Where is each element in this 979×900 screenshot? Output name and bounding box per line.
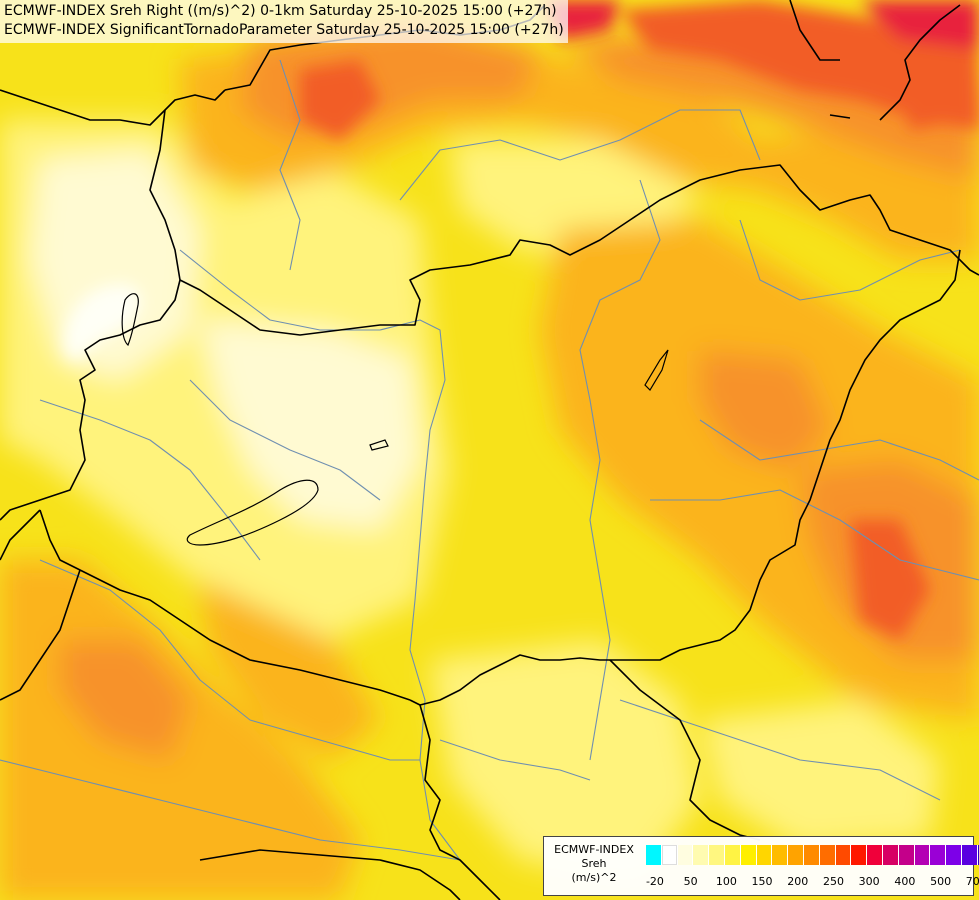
legend-swatch	[930, 845, 947, 865]
border-hungary-croatia	[39, 509, 411, 701]
field-pale-center	[200, 320, 420, 530]
legend-swatch	[882, 845, 899, 865]
legend-swatch	[835, 845, 852, 865]
legend-tick-label: 150	[751, 875, 773, 888]
river-east2	[699, 419, 979, 481]
title-line-sreh: ECMWF-INDEX Sreh Right ((m/s)^2) 0-1km S…	[4, 3, 557, 19]
river-tisza	[579, 179, 661, 761]
river-east3	[650, 489, 979, 581]
legend-label: ECMWF-INDEX Sreh (m/s)^2	[544, 843, 644, 885]
legend-swatch	[724, 845, 741, 865]
field-orange2-east	[700, 350, 830, 470]
river-north1	[279, 59, 301, 271]
field-orange2-southwest	[60, 640, 190, 760]
river-west2	[189, 379, 381, 501]
legend-swatch	[772, 845, 789, 865]
legend-label-unit: (m/s)^2	[571, 871, 617, 884]
border-austria-west	[0, 109, 181, 521]
legend-swatch	[740, 845, 757, 865]
field-red-northeast2	[900, 80, 960, 130]
legend-swatch	[961, 845, 978, 865]
field-light-south	[430, 640, 700, 880]
legend-swatch	[756, 845, 773, 865]
border-romania-serbia	[609, 659, 761, 841]
river-east1	[739, 219, 961, 301]
lakes	[121, 293, 669, 546]
legend-tick-label: 200	[787, 875, 809, 888]
rivers	[0, 59, 979, 900]
border-slovakia-hungary	[179, 164, 979, 336]
legend-tick-label: 400	[894, 875, 916, 888]
river-danube	[179, 249, 501, 900]
legend-swatch	[788, 845, 804, 865]
river-west1	[39, 399, 261, 561]
river-south-east	[619, 699, 941, 801]
legend-swatch	[977, 845, 979, 865]
legend-swatch	[693, 845, 710, 865]
color-legend: ECMWF-INDEX Sreh (m/s)^2 -20 50 100 150 200 2…	[543, 836, 979, 896]
border-croatia-south	[0, 509, 81, 701]
border-hungary-romania	[409, 249, 961, 706]
legend-swatch	[661, 845, 678, 865]
lake-small-2	[644, 349, 669, 391]
river-drava	[39, 559, 420, 761]
border-ukraine	[879, 4, 961, 121]
legend-ticks: -20 50 100 150 200 250 300 400 500 700	[645, 875, 979, 889]
field-light-southeast	[700, 700, 940, 850]
border-south-bosnia	[199, 849, 461, 900]
river-north2	[399, 109, 761, 201]
map-title: ECMWF-INDEX Sreh Right ((m/s)^2) 0-1km S…	[0, 0, 568, 43]
legend-swatch	[914, 845, 931, 865]
field-red-north	[300, 60, 380, 140]
legend-swatch	[803, 845, 820, 865]
legend-swatch	[946, 845, 962, 865]
river-sava	[0, 759, 461, 861]
field-red-northeast	[620, 0, 979, 130]
field-red-southeast	[850, 520, 930, 640]
legend-tick-label: 100	[715, 875, 737, 888]
legend-tick-label: -20	[645, 875, 664, 888]
title-line-stp: ECMWF-INDEX SignificantTornadoParameter …	[4, 22, 564, 38]
legend-swatch	[646, 845, 662, 865]
lake-neusiedl	[121, 293, 139, 346]
legend-swatch	[709, 845, 725, 865]
legend-swatch	[898, 845, 915, 865]
river-south-center	[439, 739, 591, 781]
legend-tick-label: 250	[822, 875, 844, 888]
border-ne	[789, 0, 851, 119]
legend-tick-label: 700	[965, 875, 979, 888]
legend-tick-label: 50	[683, 875, 698, 888]
legend-tick-label: 300	[858, 875, 880, 888]
legend-swatch	[867, 845, 883, 865]
lake-small-1	[369, 439, 389, 451]
legend-swatches	[646, 845, 979, 865]
legend-label-source: ECMWF-INDEX	[554, 843, 634, 856]
field-orange-southwest2	[200, 580, 380, 760]
field-white-spot	[64, 284, 141, 361]
legend-swatch	[851, 845, 868, 865]
lake-balaton	[186, 479, 319, 546]
legend-swatch	[677, 845, 694, 865]
legend-label-param: Sreh	[581, 857, 607, 870]
border-austria-czech	[0, 89, 226, 126]
border-hungary-serbia	[419, 704, 501, 900]
legend-tick-label: 500	[930, 875, 952, 888]
legend-swatch	[819, 845, 836, 865]
